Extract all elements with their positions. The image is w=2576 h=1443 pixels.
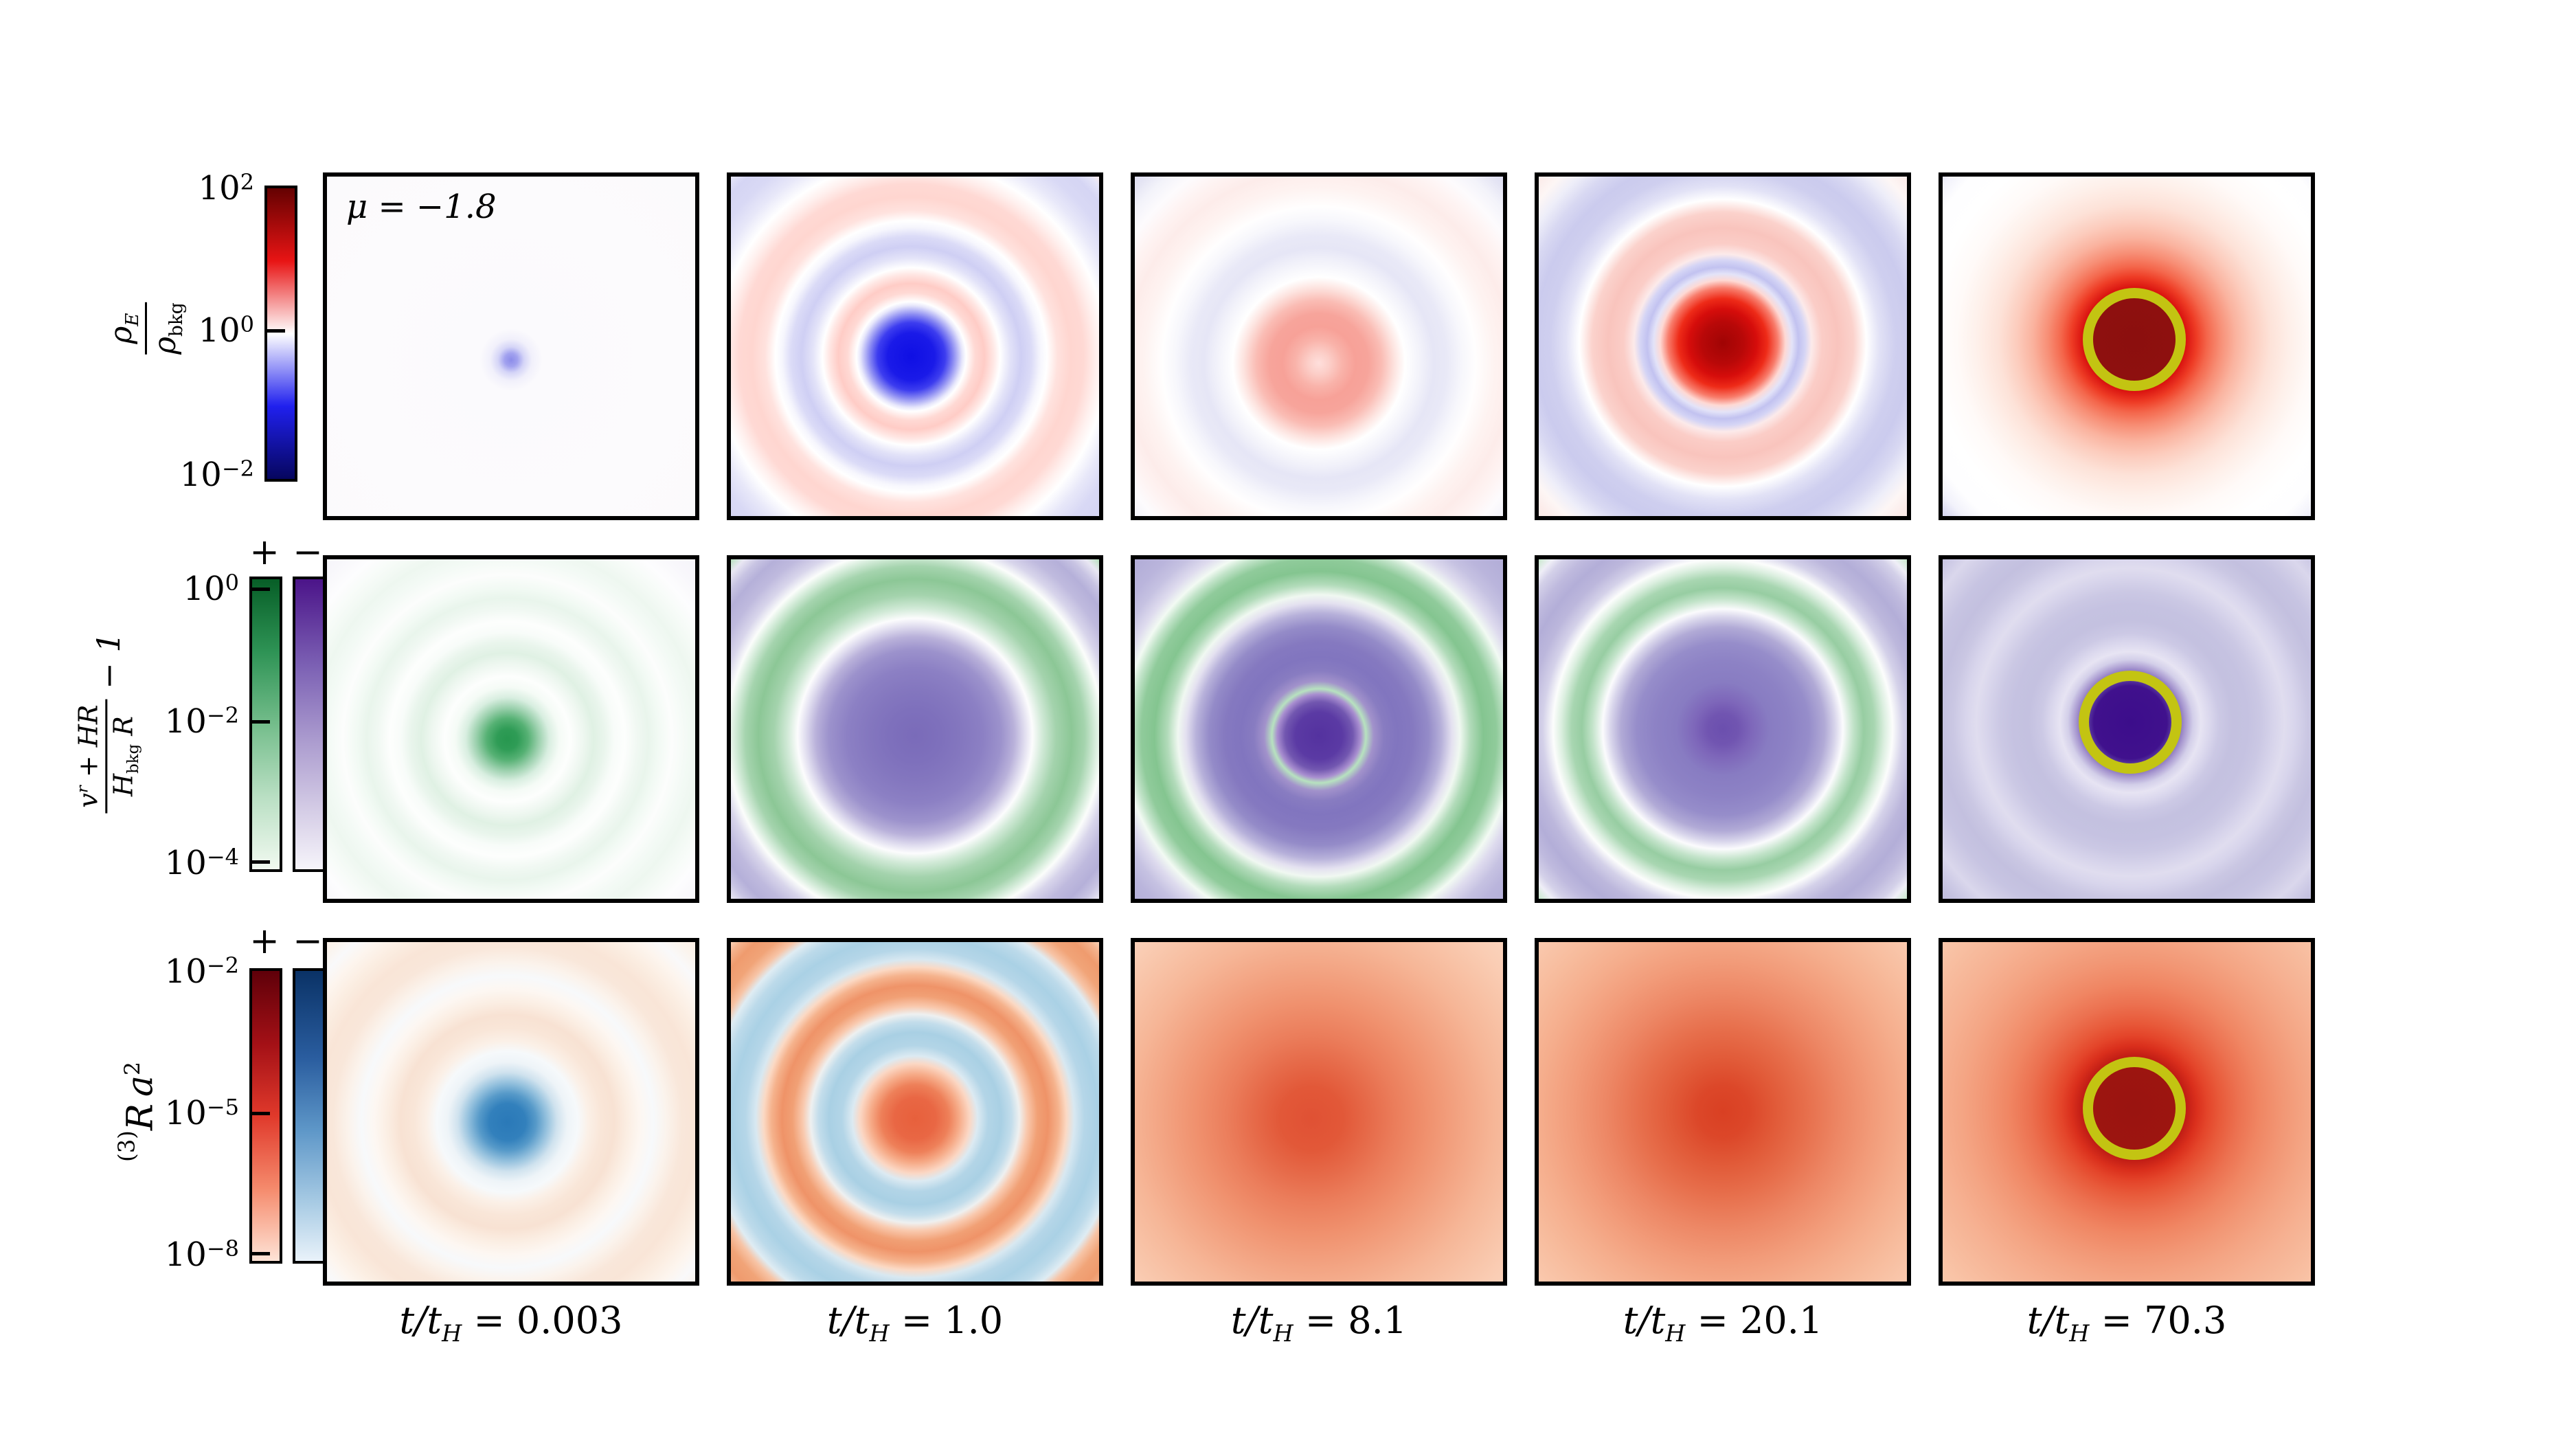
horizon-circle	[2083, 288, 2186, 391]
row-label-curvature: (3)Ra2	[113, 1062, 161, 1162]
time-label-col1: t/tH = 0.003	[399, 1299, 623, 1347]
colorbar-velocity-bottomtick	[252, 860, 270, 864]
colorbar-density	[264, 186, 297, 482]
curvature-presuperscript: (3)	[113, 1130, 140, 1162]
plus-sign-velocity: +	[249, 532, 280, 573]
colorbar-curvature-midtick	[252, 1112, 270, 1115]
colorbar-curvature-tick-top: 10−2	[164, 952, 239, 991]
colorbar-curvature-negative	[293, 968, 326, 1264]
velocity-label-tail: − 1	[90, 632, 127, 700]
horizon-circle	[2083, 1057, 2186, 1160]
heatmap-panel-density-t20	[1535, 172, 1911, 520]
colorbar-velocity-tick-top: 100	[183, 570, 239, 608]
row-label-velocity: vr + HR Hbkg R − 1	[73, 632, 142, 814]
heatmap-panel-curvature-t70	[1939, 938, 2315, 1286]
heatmap-panel-curvature-t0003	[323, 938, 699, 1286]
horizon-circle	[2079, 671, 2182, 774]
time-label-col2: t/tH = 1.0	[826, 1299, 1004, 1347]
heatmap-panel-velocity-t20	[1535, 555, 1911, 903]
heatmap-panel-density-t70	[1939, 172, 2315, 520]
colorbar-velocity-tick-bottom: 10−4	[164, 844, 239, 882]
heatmap-panel-velocity-t0003	[323, 555, 699, 903]
minus-sign-curvature: −	[293, 921, 323, 962]
heatmap-panel-curvature-t20	[1535, 938, 1911, 1286]
colorbar-velocity-positive	[249, 577, 282, 872]
colorbar-velocity-negative	[293, 577, 326, 872]
colorbar-density-midtick	[267, 329, 285, 333]
mu-annotation: μ = −1.8	[346, 188, 497, 226]
colorbar-curvature-tick-mid: 10−5	[164, 1094, 239, 1132]
time-label-col5: t/tH = 70.3	[2026, 1299, 2227, 1347]
heatmap-panel-density-t0003: μ = −1.8	[323, 172, 699, 520]
plus-sign-curvature: +	[249, 921, 280, 962]
time-label-col4: t/tH = 20.1	[1623, 1299, 1823, 1347]
colorbar-density-tick-top: 102	[198, 169, 254, 208]
heatmap-panel-velocity-t1	[727, 555, 1103, 903]
colorbar-curvature-tick-bottom: 10−8	[164, 1235, 239, 1274]
heatmap-panel-density-t8	[1131, 172, 1507, 520]
heatmap-panel-density-t1	[727, 172, 1103, 520]
time-label-col3: t/tH = 8.1	[1230, 1299, 1408, 1347]
colorbar-density-tick-bottom: 10−2	[179, 456, 254, 494]
colorbar-velocity-midtick	[252, 720, 270, 724]
heatmap-panel-curvature-t8	[1131, 938, 1507, 1286]
colorbar-velocity-tick-mid: 10−2	[164, 702, 239, 741]
colorbar-velocity-toptick	[252, 588, 270, 591]
heatmap-panel-curvature-t1	[727, 938, 1103, 1286]
heatmap-panel-velocity-t8	[1131, 555, 1507, 903]
colorbar-density-tick-mid: 100	[198, 311, 254, 350]
velocity-fraction: vr + HR Hbkg R	[73, 699, 142, 814]
minus-sign-velocity: −	[293, 532, 323, 573]
colorbar-curvature-bottomtick	[252, 1252, 270, 1255]
colorbar-curvature-positive	[249, 968, 282, 1264]
heatmap-panel-velocity-t70	[1939, 555, 2315, 903]
